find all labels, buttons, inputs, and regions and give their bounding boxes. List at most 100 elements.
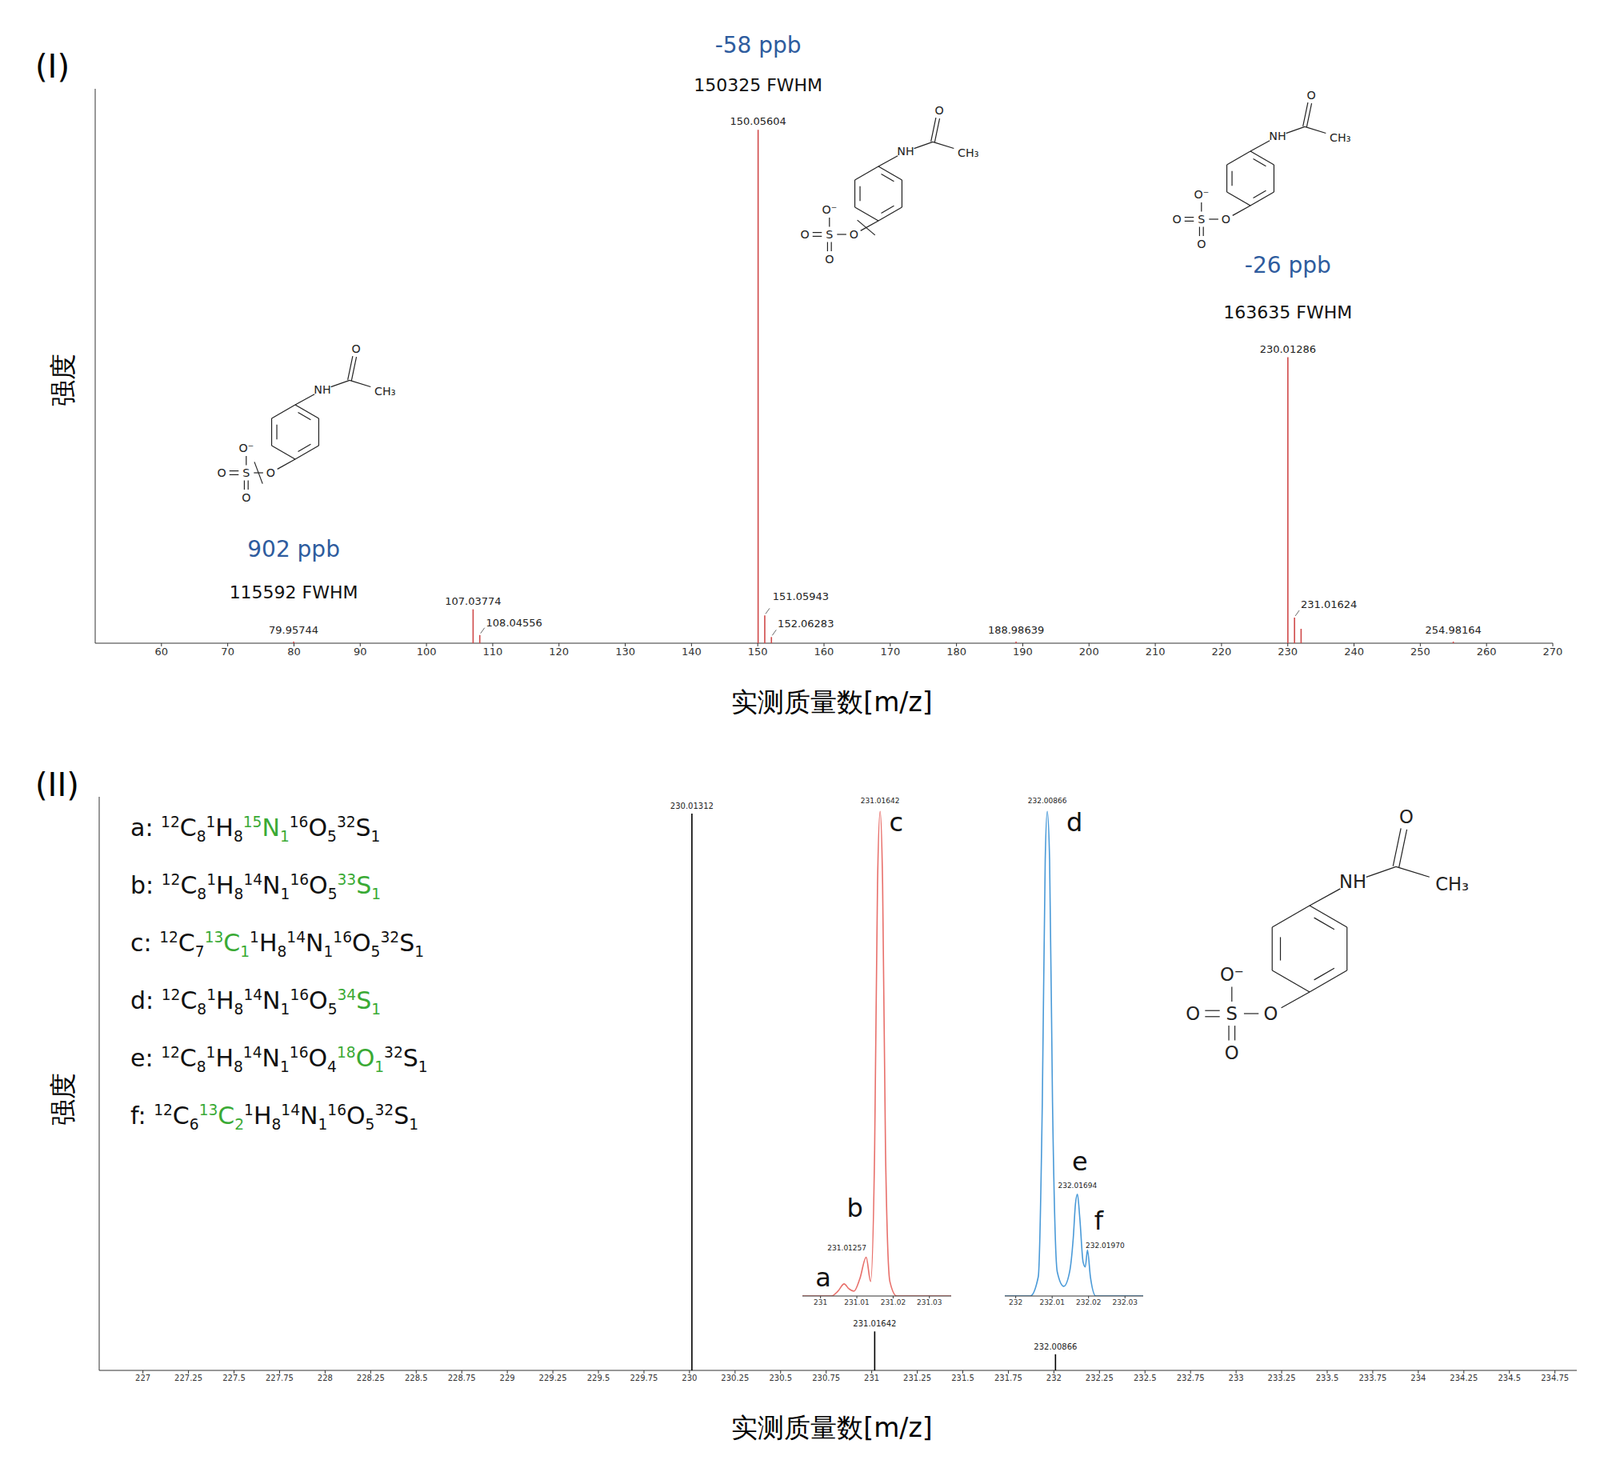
svg-text:229.75: 229.75	[629, 1373, 658, 1383]
svg-text:233.5: 233.5	[1316, 1373, 1340, 1383]
svg-text:NH: NH	[1339, 871, 1367, 892]
svg-text:CH₃: CH₃	[957, 146, 979, 160]
svg-text:NH: NH	[1268, 129, 1286, 143]
svg-text:150.05604: 150.05604	[729, 115, 786, 128]
svg-text:233: 233	[1228, 1373, 1244, 1383]
svg-text:228: 228	[317, 1373, 333, 1383]
svg-text:f: f	[1094, 1205, 1104, 1236]
svg-text:d: d	[1066, 807, 1083, 838]
svg-text:227: 227	[135, 1373, 151, 1383]
svg-text:110: 110	[482, 645, 503, 658]
svg-text:260: 260	[1476, 645, 1497, 658]
svg-text:233.25: 233.25	[1268, 1373, 1296, 1383]
svg-text:107.03774: 107.03774	[444, 595, 501, 608]
svg-text:233.75: 233.75	[1358, 1373, 1387, 1383]
svg-text:O⁻: O⁻	[238, 441, 254, 455]
svg-text:O: O	[1221, 212, 1231, 226]
svg-text:232.25: 232.25	[1085, 1373, 1114, 1383]
svg-text:232.02: 232.02	[1076, 1298, 1102, 1307]
svg-text:232: 232	[1046, 1373, 1062, 1383]
svg-text:O: O	[935, 104, 944, 117]
svg-text:229: 229	[500, 1373, 516, 1383]
svg-text:O: O	[1263, 1003, 1278, 1024]
svg-text:254.98164: 254.98164	[1424, 624, 1481, 636]
svg-text:O: O	[217, 466, 227, 480]
svg-text:230.5: 230.5	[768, 1373, 792, 1383]
svg-text:152.06283: 152.06283	[777, 617, 834, 630]
svg-text:90: 90	[353, 645, 368, 658]
svg-text:231.01624: 231.01624	[1300, 598, 1357, 611]
svg-text:231.25: 231.25	[903, 1373, 932, 1383]
svg-text:e: e	[1072, 1146, 1088, 1177]
svg-text:190: 190	[1012, 645, 1033, 658]
svg-text:227.5: 227.5	[222, 1373, 246, 1383]
svg-text:232.01970: 232.01970	[1085, 1241, 1125, 1250]
svg-text:O⁻: O⁻	[1220, 964, 1244, 985]
svg-text:232.03: 232.03	[1112, 1298, 1138, 1307]
svg-text:230.75: 230.75	[812, 1373, 840, 1383]
svg-text:O: O	[241, 491, 251, 504]
svg-text:O: O	[1399, 806, 1414, 828]
svg-text:232.01694: 232.01694	[1057, 1181, 1097, 1190]
svg-text:228.25: 228.25	[356, 1373, 385, 1383]
svg-text:231.01: 231.01	[844, 1298, 870, 1307]
svg-text:227.25: 227.25	[174, 1373, 203, 1383]
svg-text:230: 230	[1277, 645, 1298, 658]
svg-text:a: a	[815, 1262, 832, 1293]
svg-text:231.5: 231.5	[951, 1373, 975, 1383]
svg-text:79.95744: 79.95744	[268, 624, 319, 636]
svg-text:220: 220	[1211, 645, 1232, 658]
svg-text:S: S	[242, 466, 250, 480]
svg-text:150: 150	[748, 645, 768, 658]
svg-text:S: S	[1197, 212, 1205, 226]
svg-text:228.5: 228.5	[404, 1373, 428, 1383]
svg-text:231.01257: 231.01257	[827, 1244, 867, 1252]
svg-text:234: 234	[1410, 1373, 1426, 1383]
svg-text:O: O	[1224, 1042, 1240, 1064]
svg-text:O: O	[1185, 1003, 1200, 1024]
svg-text:NH: NH	[313, 383, 331, 396]
svg-text:234.25: 234.25	[1449, 1373, 1478, 1383]
svg-text:130: 130	[615, 645, 636, 658]
svg-text:60: 60	[155, 645, 169, 658]
svg-text:231.01642: 231.01642	[852, 1319, 896, 1328]
svg-text:230.01312: 230.01312	[670, 801, 714, 811]
svg-text:120: 120	[548, 645, 569, 658]
svg-text:232.00866: 232.00866	[1033, 1342, 1077, 1352]
svg-text:S: S	[825, 228, 833, 241]
svg-text:O: O	[849, 228, 859, 241]
svg-text:232.00866: 232.00866	[1028, 796, 1068, 805]
svg-text:CH₃: CH₃	[374, 384, 396, 398]
svg-text:229.25: 229.25	[539, 1373, 568, 1383]
svg-text:100: 100	[416, 645, 437, 658]
svg-text:O: O	[1307, 88, 1316, 102]
svg-text:O⁻: O⁻	[821, 203, 837, 216]
svg-text:108.04556: 108.04556	[486, 616, 543, 629]
svg-text:230.01286: 230.01286	[1260, 343, 1316, 356]
svg-text:240: 240	[1344, 645, 1364, 658]
svg-text:O: O	[824, 252, 834, 266]
svg-text:232.75: 232.75	[1176, 1373, 1205, 1383]
svg-text:231.02: 231.02	[880, 1298, 907, 1307]
svg-text:170: 170	[880, 645, 900, 658]
svg-text:210: 210	[1145, 645, 1166, 658]
svg-text:229.5: 229.5	[587, 1373, 611, 1383]
svg-text:O: O	[1196, 237, 1206, 251]
svg-text:O: O	[800, 228, 810, 241]
svg-text:160: 160	[814, 645, 835, 658]
svg-text:O: O	[352, 342, 361, 356]
svg-text:231.01642: 231.01642	[860, 796, 900, 805]
svg-text:188.98639: 188.98639	[988, 624, 1044, 636]
svg-text:231: 231	[864, 1373, 880, 1383]
svg-text:140: 140	[681, 645, 702, 658]
svg-text:200: 200	[1079, 645, 1100, 658]
svg-text:232: 232	[1008, 1298, 1023, 1307]
svg-text:270: 270	[1543, 645, 1564, 658]
svg-text:228.75: 228.75	[448, 1373, 476, 1383]
svg-text:234.75: 234.75	[1540, 1373, 1569, 1383]
svg-text:O⁻: O⁻	[1193, 188, 1209, 201]
svg-text:231.75: 231.75	[994, 1373, 1023, 1383]
svg-text:c: c	[888, 807, 904, 838]
svg-text:231: 231	[813, 1298, 828, 1307]
svg-text:O: O	[1172, 212, 1182, 226]
